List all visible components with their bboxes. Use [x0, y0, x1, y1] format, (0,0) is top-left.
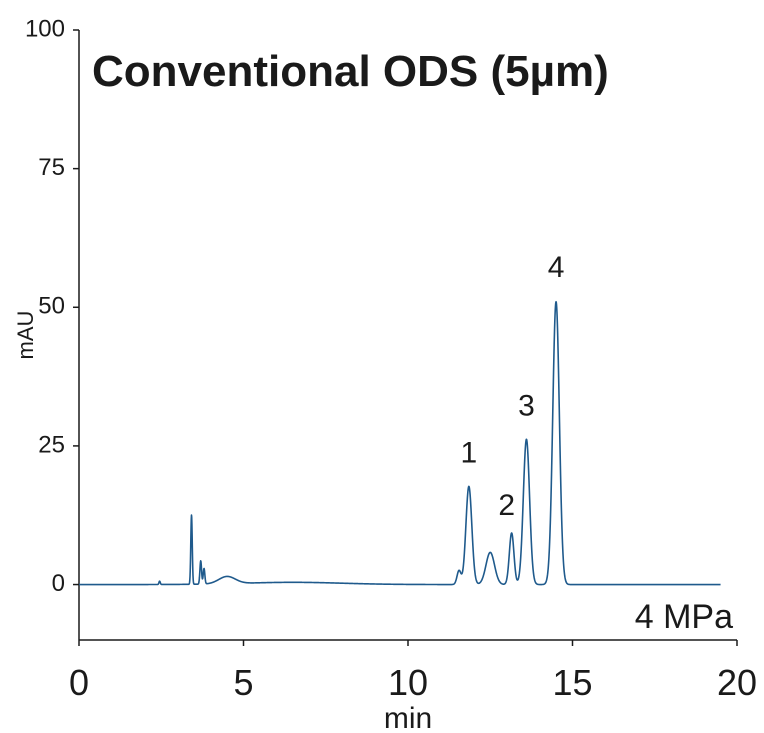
x-tick-label-5: 5: [233, 662, 253, 703]
x-tick-label-0: 0: [69, 662, 89, 703]
y-tick-label-75: 75: [38, 154, 65, 181]
y-tick-label-50: 50: [38, 293, 65, 320]
y-tick-label-0: 0: [52, 570, 65, 597]
peak-label-1: 1: [461, 437, 478, 470]
peak-labels: 1 2 3 4: [461, 251, 565, 522]
x-ticks: 0 5 10 15 20: [69, 640, 757, 703]
y-axis-label: mAU: [13, 311, 38, 360]
chart-title: Conventional ODS (5µm): [92, 47, 609, 96]
peak-label-3: 3: [518, 389, 535, 422]
y-axis: 0 25 50 75 100 mAU: [13, 15, 80, 640]
pressure-annotation: 4 MPa: [635, 598, 733, 636]
y-ticks: 0 25 50 75 100: [25, 15, 79, 597]
peak-label-4: 4: [548, 251, 565, 284]
chromatogram-trace: [78, 300, 722, 586]
x-axis-label: min: [384, 702, 432, 733]
y-tick-label-25: 25: [38, 431, 65, 458]
x-tick-label-10: 10: [388, 662, 428, 703]
peak-label-2: 2: [498, 489, 515, 522]
y-tick-label-100: 100: [25, 15, 65, 42]
x-tick-label-15: 15: [552, 662, 592, 703]
x-axis: 0 5 10 15 20 min: [69, 639, 757, 733]
x-tick-label-20: 20: [717, 662, 757, 703]
